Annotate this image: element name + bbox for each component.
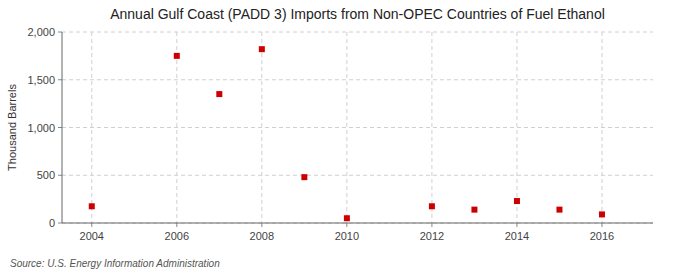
- tick-mark: [176, 223, 177, 227]
- axes: 0 500 1,000 1,500 2,000 2004 2006 2008 2010 2012 2…: [27, 26, 653, 242]
- tick-mark: [58, 223, 62, 224]
- grid-line: [601, 32, 602, 223]
- grid: [62, 32, 653, 223]
- point: [216, 91, 222, 97]
- grid-line: [62, 127, 653, 128]
- chart: Annual Gulf Coast (PADD 3) Imports from …: [0, 0, 675, 275]
- grid-line: [62, 223, 653, 224]
- grid-line: [62, 175, 653, 176]
- tick-label: 2012: [420, 230, 444, 242]
- point: [89, 203, 95, 209]
- tick-mark: [346, 223, 347, 227]
- tick-label: 2006: [165, 230, 189, 242]
- tick-label: 2004: [80, 230, 104, 242]
- tick-mark: [58, 127, 62, 128]
- tick-mark: [601, 223, 602, 227]
- tick-label: 2,000: [27, 26, 55, 38]
- grid-line: [62, 32, 653, 33]
- point: [429, 203, 435, 209]
- grid-line: [346, 32, 347, 223]
- grid-line: [261, 32, 262, 223]
- point: [556, 207, 562, 213]
- grid-line: [176, 32, 177, 223]
- points: [89, 46, 605, 221]
- tick-mark: [261, 223, 262, 227]
- tick-label: 2016: [590, 230, 614, 242]
- source: Source: U.S. Energy Information Administ…: [10, 258, 220, 269]
- grid-line: [431, 32, 432, 223]
- tick-label: 1,000: [27, 122, 55, 134]
- point: [471, 207, 477, 213]
- tick-label: 1,500: [27, 74, 55, 86]
- grid-line: [62, 79, 653, 80]
- title: Annual Gulf Coast (PADD 3) Imports from …: [110, 6, 605, 22]
- tick-mark: [516, 223, 517, 227]
- tick-label: 0: [49, 217, 55, 229]
- grid-line: [516, 32, 517, 223]
- tick-label: 2008: [250, 230, 274, 242]
- axis-label: Thousand Barrels: [6, 84, 18, 171]
- x-axis-line: [62, 223, 653, 224]
- grid-line: [91, 32, 92, 223]
- point: [259, 46, 265, 52]
- tick-mark: [58, 32, 62, 33]
- point: [599, 211, 605, 217]
- point: [174, 53, 180, 59]
- tick-label: 2010: [335, 230, 359, 242]
- tick-label: 2014: [505, 230, 529, 242]
- tick-label: 500: [37, 169, 55, 181]
- point: [514, 198, 520, 204]
- tick-mark: [58, 175, 62, 176]
- tick-mark: [58, 79, 62, 80]
- point: [344, 215, 350, 221]
- y-axis-line: [62, 32, 63, 223]
- tick-mark: [431, 223, 432, 227]
- tick-mark: [91, 223, 92, 227]
- point: [301, 174, 307, 180]
